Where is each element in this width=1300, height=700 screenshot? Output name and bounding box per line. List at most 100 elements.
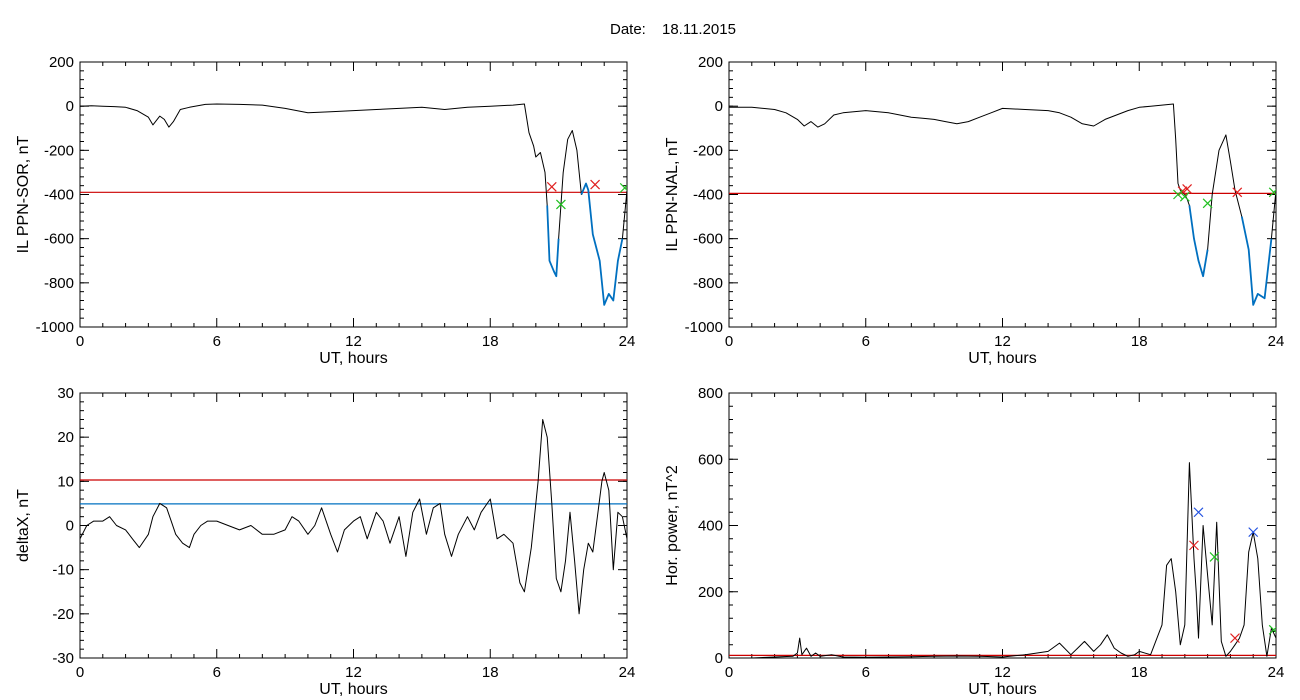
marker-green-stroke — [1179, 191, 1190, 202]
y-tick-label: -600 — [44, 231, 74, 248]
plot-frame — [79, 392, 628, 659]
plot-data — [80, 103, 627, 306]
plot-frame — [79, 61, 628, 328]
highlight-segment — [580, 182, 624, 306]
y-axis-label: deltaX, nT — [15, 489, 32, 562]
x-tick-label: 12 — [345, 333, 362, 350]
y-axis-label: IL PPN-NAL, nT — [664, 137, 681, 251]
x-tick-label: 18 — [482, 664, 499, 681]
date-value: 18.11.2015 — [662, 21, 736, 38]
y-tick-label: 200 — [698, 54, 723, 71]
panel-deltax: 0 6 12 18 24 30 20 10 0 -10 -20 -30 UT, hours deltaX,… — [15, 385, 635, 698]
x-tick-label: 24 — [619, 333, 636, 350]
x-axis-label: UT, hours — [968, 681, 1036, 698]
marker-green-stroke — [1209, 552, 1220, 562]
marker-red — [590, 179, 601, 190]
marker-green-stroke — [1202, 198, 1213, 209]
x-axis-label: UT, hours — [319, 350, 387, 367]
marker-green — [1268, 624, 1276, 635]
y-tick-label: 0 — [66, 98, 74, 115]
y-tick-label: -200 — [693, 142, 723, 159]
x-tick-label: 18 — [1131, 664, 1148, 681]
x-tick-label: 0 — [725, 664, 733, 681]
highlight-segment — [1188, 205, 1209, 278]
y-tick-label: -10 — [52, 562, 74, 579]
marker-red — [1232, 187, 1243, 198]
marker-red — [1182, 184, 1193, 194]
marker-green — [1209, 552, 1220, 562]
plot-data — [729, 462, 1276, 658]
y-tick-label: 600 — [698, 451, 723, 468]
marker-blue-stroke — [1248, 527, 1259, 538]
y-tick-label: 200 — [698, 584, 723, 601]
y-tick-label: -800 — [44, 275, 74, 292]
y-tick-label: -400 — [44, 187, 74, 204]
y-tick-label: 20 — [57, 429, 74, 446]
x-tick-label: 0 — [76, 664, 84, 681]
marker-green — [1268, 187, 1276, 198]
x-tick-label: 0 — [76, 333, 84, 350]
marker-blue — [1193, 507, 1204, 518]
marker-green-stroke — [555, 199, 566, 210]
data-line — [729, 103, 1276, 306]
y-tick-label: -800 — [693, 275, 723, 292]
marker-red-stroke — [546, 181, 557, 192]
x-tick-label: 12 — [345, 664, 362, 681]
highlight-segment — [546, 205, 560, 278]
x-tick-label: 18 — [482, 333, 499, 350]
plot-data — [80, 419, 627, 615]
x-axis-label: UT, hours — [319, 681, 387, 698]
marker-red-stroke — [1182, 184, 1193, 194]
plot-frame — [728, 392, 1277, 659]
y-tick-label: -1000 — [685, 319, 723, 336]
marker-green-stroke — [1268, 189, 1276, 198]
y-tick-label: 0 — [715, 650, 723, 667]
data-line — [80, 103, 627, 306]
x-tick-label: 24 — [1268, 664, 1285, 681]
data-line — [729, 462, 1276, 658]
y-tick-label: 0 — [715, 98, 723, 115]
marker-red — [1189, 540, 1199, 551]
panel-nal: 0 6 12 18 24 200 0 -200 -400 -600 -800 -1000 UT, hou… — [664, 54, 1284, 367]
marker-green-stroke — [1173, 189, 1183, 200]
y-tick-label: -600 — [693, 231, 723, 248]
y-tick-label: 0 — [66, 518, 74, 535]
y-tick-label: 400 — [698, 518, 723, 535]
marker-red-stroke — [590, 179, 601, 190]
y-tick-label: 30 — [57, 385, 74, 402]
x-tick-label: 12 — [994, 333, 1011, 350]
marker-red-stroke — [1189, 540, 1199, 551]
date-label: Date: — [610, 21, 646, 38]
y-tick-label: -200 — [44, 142, 74, 159]
y-tick-label: -30 — [52, 650, 74, 667]
marker-red-stroke — [1232, 187, 1243, 198]
y-tick-label: 800 — [698, 385, 723, 402]
y-tick-label: 200 — [49, 54, 74, 71]
y-tick-label: -400 — [693, 187, 723, 204]
y-axis-label: IL PPN-SOR, nT — [15, 135, 32, 253]
x-tick-label: 6 — [862, 664, 870, 681]
plot-data — [729, 103, 1276, 306]
marker-green — [1202, 198, 1213, 209]
y-tick-label: -20 — [52, 606, 74, 623]
x-tick-label: 24 — [1268, 333, 1285, 350]
x-tick-label: 6 — [862, 333, 870, 350]
marker-red-stroke — [1230, 633, 1240, 644]
marker-blue-stroke — [1193, 507, 1204, 518]
y-tick-label: 10 — [57, 473, 74, 490]
x-axis-label: UT, hours — [968, 350, 1036, 367]
marker-green-stroke — [619, 184, 627, 193]
marker-green-stroke — [1268, 626, 1276, 635]
x-tick-label: 12 — [994, 664, 1011, 681]
highlight-segment — [1240, 216, 1273, 306]
panel-power: 0 6 12 18 24 800 600 400 200 0 UT, hours Hor. power… — [664, 385, 1284, 698]
marker-green — [1179, 191, 1190, 202]
marker-blue — [1248, 527, 1259, 538]
marker-green — [619, 182, 627, 193]
y-tick-label: -1000 — [36, 319, 74, 336]
marker-red — [546, 181, 557, 192]
panel-sor: 0 6 12 18 24 200 0 -200 -400 -600 -800 -1000 UT, hou… — [15, 54, 635, 367]
x-tick-label: 18 — [1131, 333, 1148, 350]
